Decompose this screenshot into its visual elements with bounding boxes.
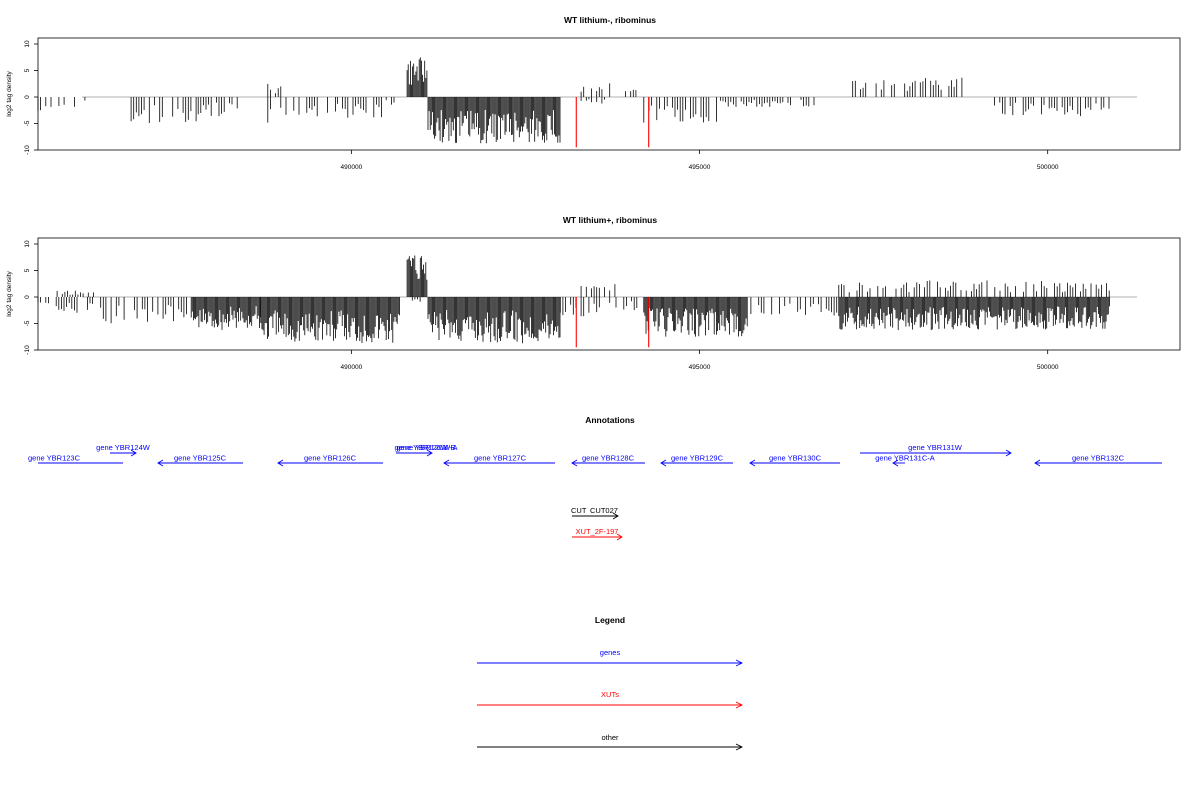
y-tick-label: -5	[24, 320, 31, 326]
arrowhead-icon	[1005, 449, 1012, 457]
gene-label: gene YBR128C	[582, 454, 635, 463]
gene-label: gene YBR131C-A	[875, 454, 934, 463]
y-tick-label: 0	[24, 295, 31, 299]
gene-label: gene YBR123C	[28, 454, 81, 463]
x-tick-label: 495000	[689, 164, 711, 171]
legend-label-xuts: XUTs	[601, 690, 619, 699]
gene-label: gene YBR131W	[908, 443, 963, 452]
other-label: CUT027	[590, 506, 618, 515]
arrowhead-icon	[749, 459, 756, 467]
y-tick-label: 0	[24, 95, 31, 99]
gene-labels: gene YBR123C gene YBR124W gene YBR125C g…	[28, 443, 1125, 463]
gene-label: gene YBR126W-B	[394, 443, 455, 452]
arrowhead-icon	[616, 533, 623, 541]
y-tick-label: 5	[24, 268, 31, 272]
track-panel-lithium-plus: WT lithium+, ribominus log2 tag density …	[6, 215, 1181, 371]
xut-label: XUT_2F-197	[576, 527, 619, 536]
x-axis: 490000 495000 500000	[341, 350, 1059, 371]
legend-title: Legend	[595, 615, 625, 625]
y-tick-label: 10	[24, 40, 31, 48]
gene-label: gene YBR125C	[174, 454, 227, 463]
arrowhead-icon	[157, 459, 164, 467]
density-bars	[37, 255, 1110, 348]
arrowhead-icon	[277, 459, 284, 467]
gene-label: gene YBR130C	[769, 454, 822, 463]
y-tick-label: 5	[24, 68, 31, 72]
y-tick-label: 10	[24, 240, 31, 248]
legend-label-genes: genes	[600, 648, 621, 657]
arrowhead-icon	[571, 459, 578, 467]
gene-label: gene YBR126C	[304, 454, 357, 463]
x-tick-label: 490000	[341, 364, 363, 371]
track-panel-lithium-minus: WT lithium-, ribominus log2 tag density …	[6, 15, 1181, 171]
y-axis: 10 5 0 -5 -10	[24, 40, 38, 155]
gene-arrows	[38, 449, 1162, 467]
gene-label: gene YBR124W	[96, 443, 151, 452]
panel-title: WT lithium-, ribominus	[564, 15, 656, 25]
annotations-section: Annotations	[28, 415, 1162, 541]
arrowhead-icon	[892, 459, 899, 467]
x-tick-label: 500000	[1037, 164, 1059, 171]
gene-label: gene YBR129C	[671, 454, 724, 463]
y-axis-label: log2 tag density	[6, 270, 13, 316]
arrowhead-icon	[443, 459, 450, 467]
annotations-title: Annotations	[585, 415, 635, 425]
y-axis-label: log2 tag density	[6, 70, 13, 116]
x-tick-label: 495000	[689, 364, 711, 371]
legend-label-other: other	[601, 733, 619, 742]
arrowhead-icon	[735, 659, 744, 667]
plot-frame	[37, 37, 1181, 151]
x-axis: 490000 495000 500000	[341, 150, 1059, 171]
arrowhead-icon	[1034, 459, 1041, 467]
plot-frame	[37, 237, 1181, 351]
x-tick-label: 500000	[1037, 364, 1059, 371]
arrowhead-icon	[660, 459, 667, 467]
arrowhead-icon	[735, 743, 744, 751]
gene-label: gene YBR126W-A	[396, 443, 457, 452]
panel-title: WT lithium+, ribominus	[563, 215, 657, 225]
legend: Legend genes XUTs other	[477, 615, 744, 751]
gene-label: gene YBR127C	[474, 454, 527, 463]
y-tick-label: -5	[24, 120, 31, 126]
y-tick-label: -10	[24, 345, 31, 355]
arrowhead-icon	[426, 449, 433, 457]
other-label: CUT	[571, 506, 587, 515]
y-tick-label: -10	[24, 145, 31, 155]
arrowhead-icon	[130, 449, 137, 457]
arrowhead-icon	[612, 512, 619, 520]
density-bars	[37, 57, 1110, 148]
gene-label: gene YBR132C	[1072, 454, 1125, 463]
y-axis: 10 5 0 -5 -10	[24, 240, 38, 355]
x-tick-label: 490000	[341, 164, 363, 171]
arrowhead-icon	[735, 701, 744, 709]
